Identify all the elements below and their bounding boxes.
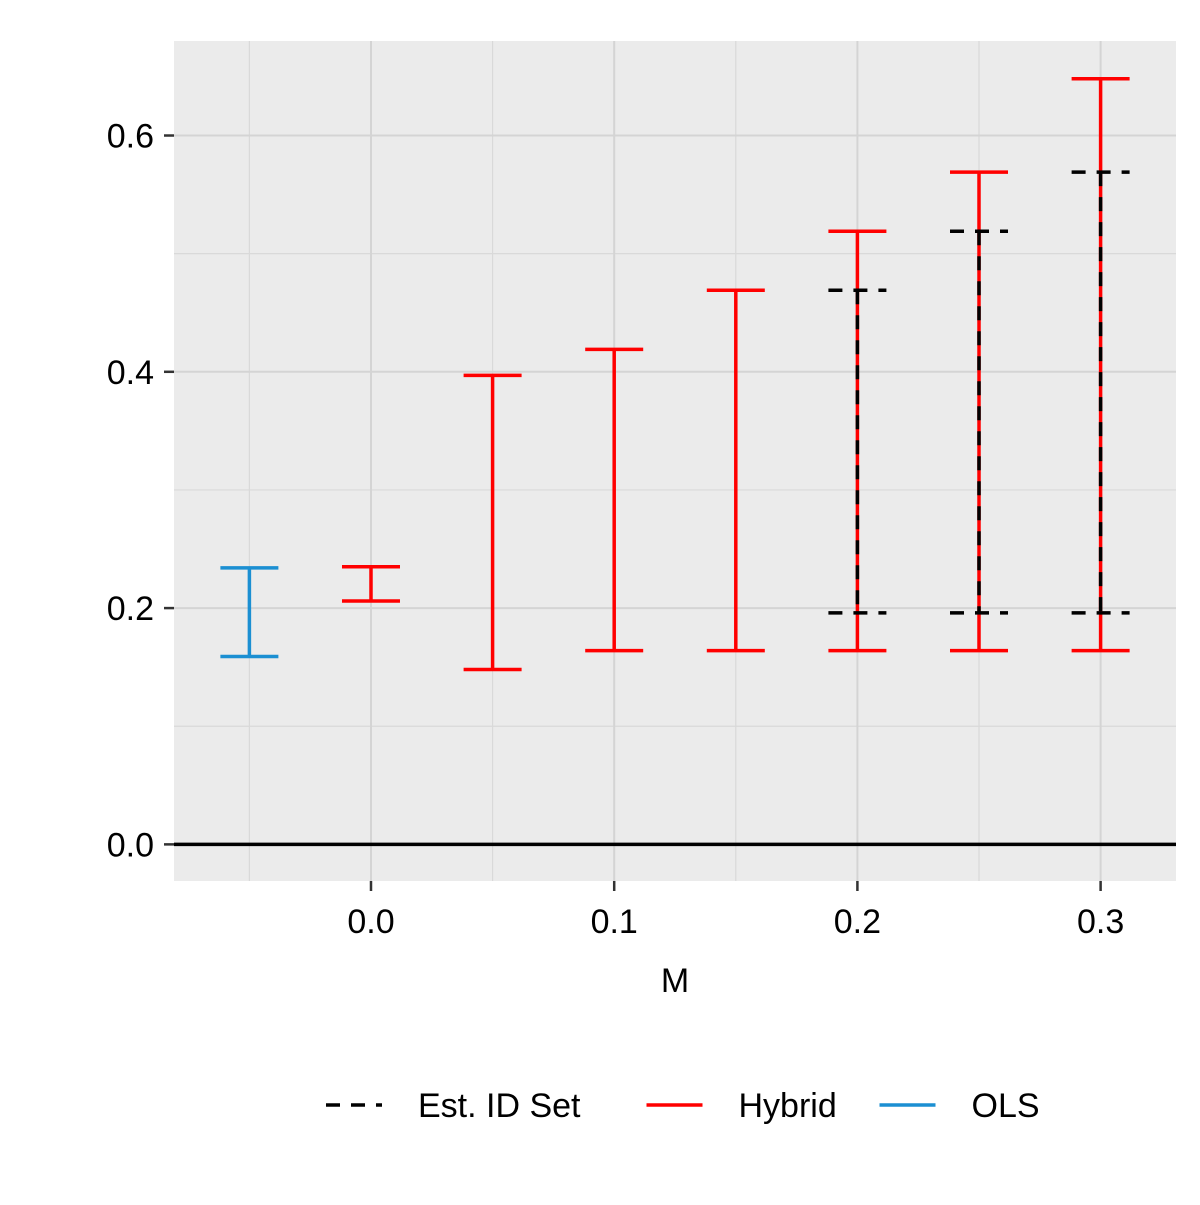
legend-item: Hybrid bbox=[646, 1087, 837, 1125]
error-bars bbox=[220, 77, 1130, 672]
legend-label: Est. ID Set bbox=[418, 1087, 581, 1125]
errorbar bbox=[220, 566, 279, 659]
legend-item: Est. ID Set bbox=[326, 1087, 581, 1125]
errorbar bbox=[828, 288, 887, 615]
y-tick-label: 0.6 bbox=[107, 118, 154, 156]
errorbar bbox=[585, 347, 644, 653]
errorbar bbox=[950, 229, 1009, 615]
panel-background bbox=[174, 41, 1176, 881]
x-axis-title: M bbox=[661, 962, 689, 1000]
errorbar bbox=[341, 564, 400, 603]
errorbar bbox=[463, 373, 522, 672]
errorbar bbox=[1071, 170, 1130, 615]
x-tick-label: 0.2 bbox=[834, 903, 881, 941]
y-tick-label: 0.0 bbox=[107, 826, 154, 864]
y-tick-label: 0.2 bbox=[107, 590, 154, 628]
legend-label: Hybrid bbox=[739, 1087, 837, 1125]
x-tick-label: 0.3 bbox=[1077, 903, 1124, 941]
legend-item: OLS bbox=[879, 1087, 1040, 1125]
x-tick-label: 0.1 bbox=[591, 903, 638, 941]
legend: Est. ID Set Hybrid OLS bbox=[326, 1087, 1040, 1125]
errorbar bbox=[706, 288, 765, 653]
axes: 0.0 0.1 0.2 0.3 0.0 0.2 0.4 0.6 bbox=[107, 118, 1125, 941]
x-tick-label: 0.0 bbox=[347, 903, 394, 941]
legend-label: OLS bbox=[972, 1087, 1040, 1125]
y-tick-label: 0.4 bbox=[107, 354, 154, 392]
